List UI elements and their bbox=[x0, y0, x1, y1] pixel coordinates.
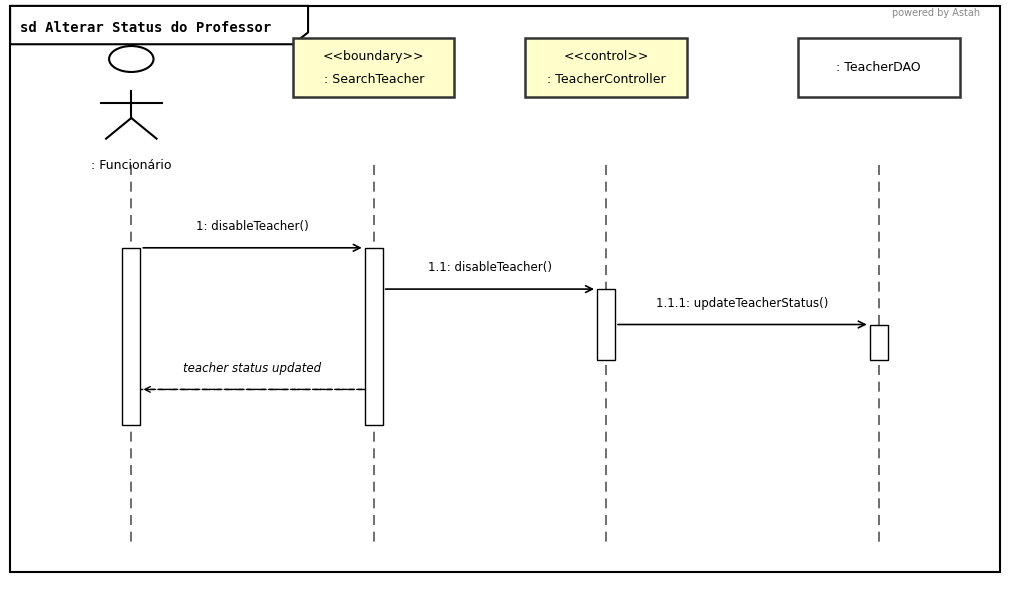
Text: <<control>>: <<control>> bbox=[564, 50, 648, 63]
Text: : Funcionário: : Funcionário bbox=[91, 159, 172, 172]
Bar bbox=[597, 289, 615, 360]
FancyBboxPatch shape bbox=[525, 38, 687, 97]
Text: 1: disableTeacher(): 1: disableTeacher() bbox=[196, 220, 309, 233]
Bar bbox=[870, 324, 888, 360]
Text: sd Alterar Status do Professor: sd Alterar Status do Professor bbox=[20, 21, 272, 35]
Text: teacher status updated: teacher status updated bbox=[184, 362, 321, 375]
Text: : TeacherDAO: : TeacherDAO bbox=[836, 61, 921, 74]
FancyBboxPatch shape bbox=[10, 6, 1000, 572]
Bar bbox=[365, 248, 383, 425]
FancyBboxPatch shape bbox=[798, 38, 960, 97]
Text: : TeacherController: : TeacherController bbox=[546, 73, 666, 86]
FancyBboxPatch shape bbox=[293, 38, 454, 97]
Text: <<boundary>>: <<boundary>> bbox=[323, 50, 424, 63]
Bar bbox=[122, 248, 140, 425]
Text: : SearchTeacher: : SearchTeacher bbox=[323, 73, 424, 86]
Polygon shape bbox=[10, 6, 308, 44]
Text: 1.1.1: updateTeacherStatus(): 1.1.1: updateTeacherStatus() bbox=[656, 297, 828, 310]
Text: 1.1: disableTeacher(): 1.1: disableTeacher() bbox=[428, 261, 551, 274]
Text: powered by Astah: powered by Astah bbox=[892, 8, 980, 18]
